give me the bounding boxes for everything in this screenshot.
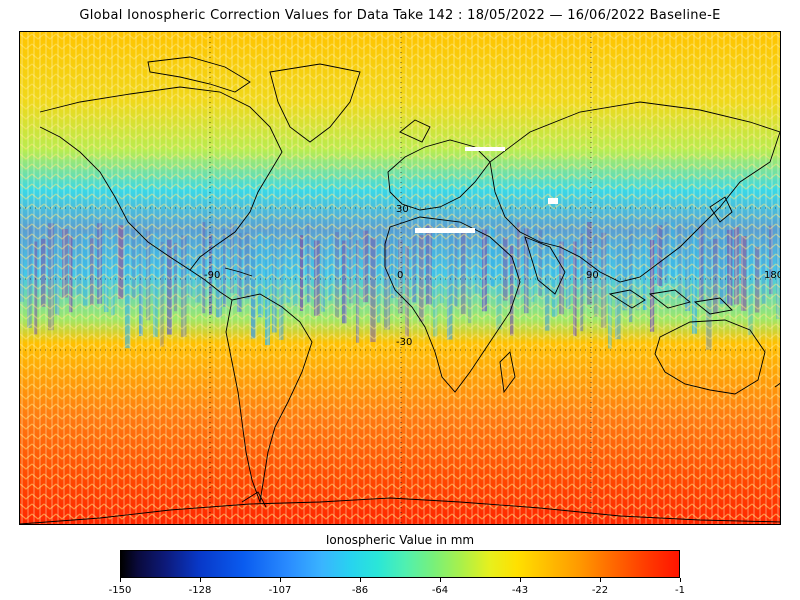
colorbar <box>120 550 680 578</box>
orbit-tracks <box>20 32 780 524</box>
colorbar-tick-mark <box>280 578 281 582</box>
coastlines <box>20 56 780 524</box>
graticule <box>20 32 780 524</box>
lon-label-minus90: -90 <box>204 270 220 281</box>
grid-labels: -90 0 90 180 30 -30 <box>204 204 781 348</box>
colorbar-tick-mark <box>360 578 361 582</box>
colorbar-tick-mark <box>680 578 681 582</box>
colorbar-tick-label: -150 <box>108 585 132 596</box>
colorbar-tick-label: -64 <box>431 585 449 596</box>
map-canvas: -90 0 90 180 30 -30 <box>20 32 781 524</box>
lon-label-90: 90 <box>586 270 599 281</box>
lat-label-minus30: -30 <box>396 337 412 348</box>
colorbar-tick-label: -22 <box>591 585 609 596</box>
colorbar-tick-mark <box>520 578 521 582</box>
colorbar-tick-label: -1 <box>675 585 685 596</box>
lat-label-30: 30 <box>396 204 409 215</box>
colorbar-tick-mark <box>600 578 601 582</box>
colorbar-ticks: -150 -128 -107 -86 -64 -43 -22 -1 <box>109 578 685 600</box>
world-map: -90 0 90 180 30 -30 <box>19 31 781 525</box>
colorbar-tick-label: -43 <box>511 585 529 596</box>
colorbar-tick-label: -86 <box>351 585 369 596</box>
colorbar-tick-label: -107 <box>268 585 292 596</box>
colorbar-tick-mark <box>440 578 441 582</box>
colorbar-tick-mark <box>120 578 121 582</box>
chart-title: Global Ionospheric Correction Values for… <box>79 8 721 23</box>
colorbar-tick-mark <box>200 578 201 582</box>
lon-label-0: 0 <box>397 270 403 281</box>
data-gaps <box>415 147 558 233</box>
lon-label-180: 180 <box>764 270 781 281</box>
colorbar-title: Ionospheric Value in mm <box>325 533 475 547</box>
colorbar-tick-label: -128 <box>188 585 212 596</box>
